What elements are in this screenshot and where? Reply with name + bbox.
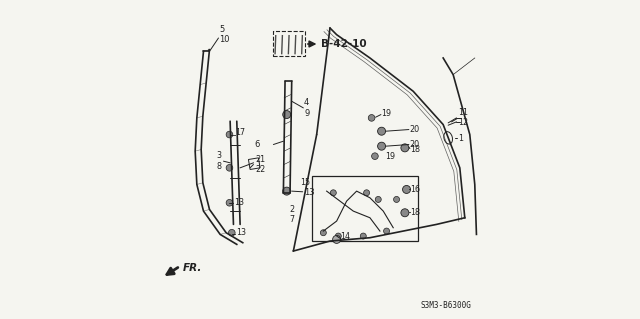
Circle shape — [321, 230, 326, 236]
Text: 19: 19 — [381, 109, 392, 118]
Circle shape — [372, 153, 378, 160]
Circle shape — [330, 190, 336, 196]
Circle shape — [226, 199, 233, 206]
Text: 1: 1 — [458, 134, 463, 143]
Text: 11
12: 11 12 — [458, 108, 468, 127]
Bar — [312, 176, 418, 241]
Text: 6: 6 — [255, 140, 260, 149]
Text: 19: 19 — [385, 152, 395, 161]
Circle shape — [383, 228, 390, 234]
Circle shape — [368, 115, 375, 121]
Text: 15: 15 — [301, 178, 310, 187]
Circle shape — [226, 131, 233, 138]
Text: 16: 16 — [410, 185, 420, 194]
Circle shape — [394, 197, 399, 203]
Circle shape — [378, 142, 385, 150]
Text: 13: 13 — [234, 198, 244, 207]
Text: 2
7: 2 7 — [289, 205, 294, 224]
Text: S3M3-B6300G: S3M3-B6300G — [420, 301, 472, 310]
Circle shape — [283, 187, 291, 195]
Text: 18: 18 — [410, 208, 420, 217]
Circle shape — [401, 144, 409, 152]
Text: 18: 18 — [410, 145, 420, 154]
Text: 3
8: 3 8 — [217, 152, 222, 171]
Circle shape — [333, 235, 340, 243]
Text: FR.: FR. — [183, 263, 202, 273]
Text: 20: 20 — [410, 140, 420, 149]
Text: 5
10: 5 10 — [220, 25, 230, 44]
Text: 4
9: 4 9 — [304, 98, 309, 118]
Text: 17: 17 — [235, 128, 245, 137]
Circle shape — [364, 190, 369, 196]
Text: 13: 13 — [304, 188, 315, 197]
Circle shape — [283, 111, 291, 119]
Circle shape — [228, 229, 235, 236]
Circle shape — [378, 127, 385, 135]
Circle shape — [335, 233, 341, 239]
Text: 13: 13 — [236, 228, 246, 237]
Circle shape — [226, 165, 233, 171]
Text: 20: 20 — [410, 125, 420, 134]
Circle shape — [403, 185, 410, 193]
Circle shape — [375, 197, 381, 203]
Circle shape — [401, 209, 409, 217]
Text: B-42-10: B-42-10 — [321, 39, 366, 49]
Text: 14: 14 — [340, 232, 350, 241]
Text: 21
22: 21 22 — [255, 155, 266, 174]
Circle shape — [360, 233, 366, 239]
